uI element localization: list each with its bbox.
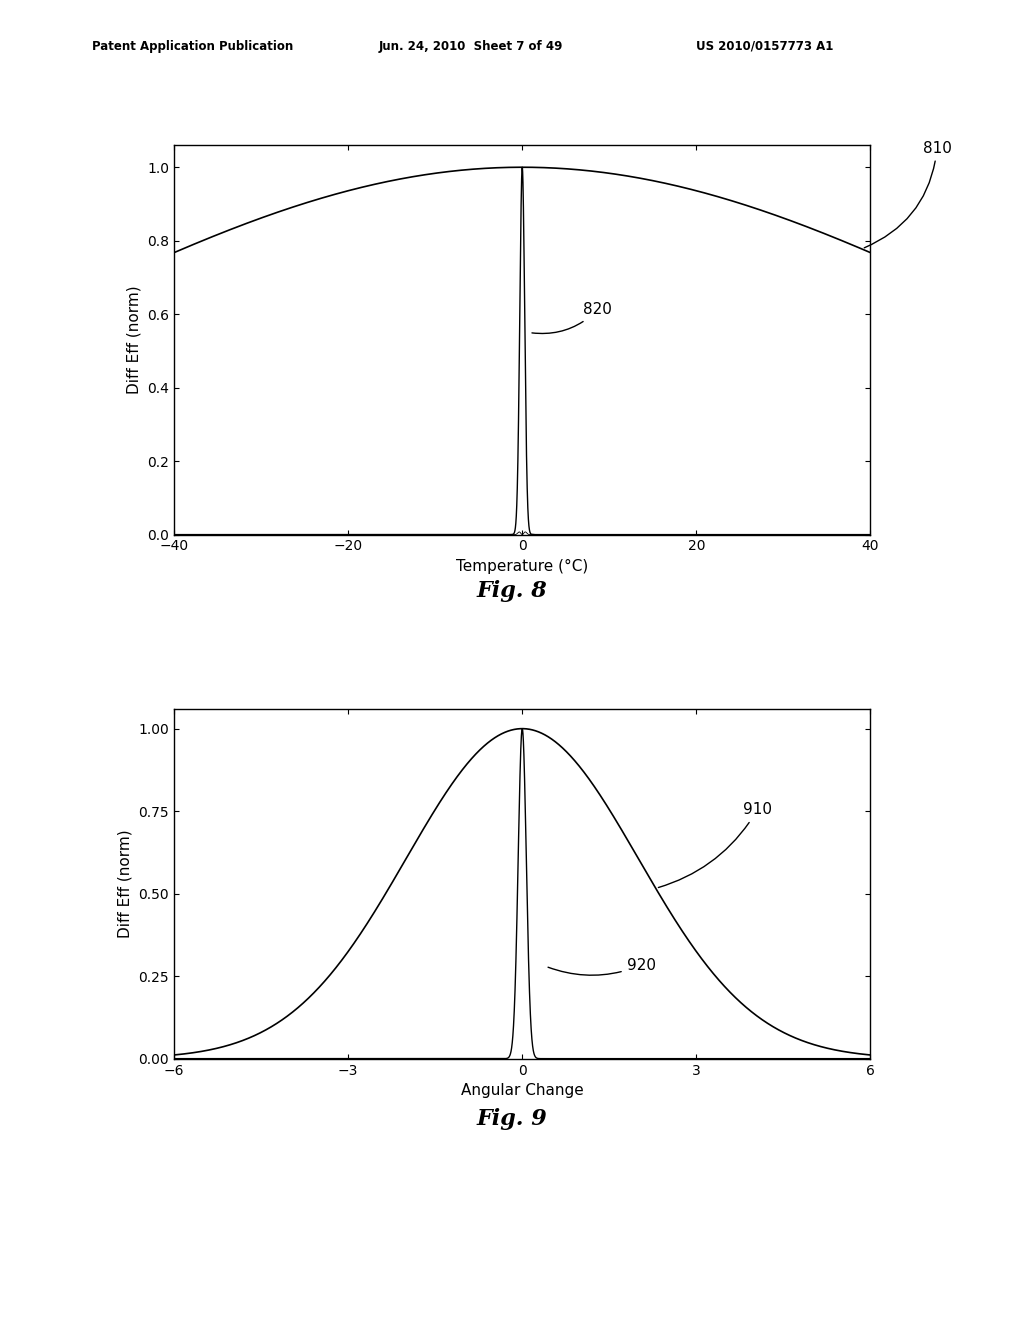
Text: 810: 810 [864, 140, 951, 248]
Text: US 2010/0157773 A1: US 2010/0157773 A1 [696, 40, 834, 53]
Text: Jun. 24, 2010  Sheet 7 of 49: Jun. 24, 2010 Sheet 7 of 49 [379, 40, 563, 53]
X-axis label: Temperature (°C): Temperature (°C) [456, 558, 589, 574]
Text: Patent Application Publication: Patent Application Publication [92, 40, 294, 53]
X-axis label: Angular Change: Angular Change [461, 1082, 584, 1098]
Text: 820: 820 [531, 302, 612, 334]
Y-axis label: Diff Eff (norm): Diff Eff (norm) [127, 285, 141, 395]
Y-axis label: Diff Eff (norm): Diff Eff (norm) [118, 829, 133, 939]
Text: Fig. 9: Fig. 9 [476, 1107, 548, 1130]
Text: 920: 920 [548, 957, 655, 975]
Text: 910: 910 [658, 803, 772, 887]
Text: Fig. 8: Fig. 8 [476, 579, 548, 602]
